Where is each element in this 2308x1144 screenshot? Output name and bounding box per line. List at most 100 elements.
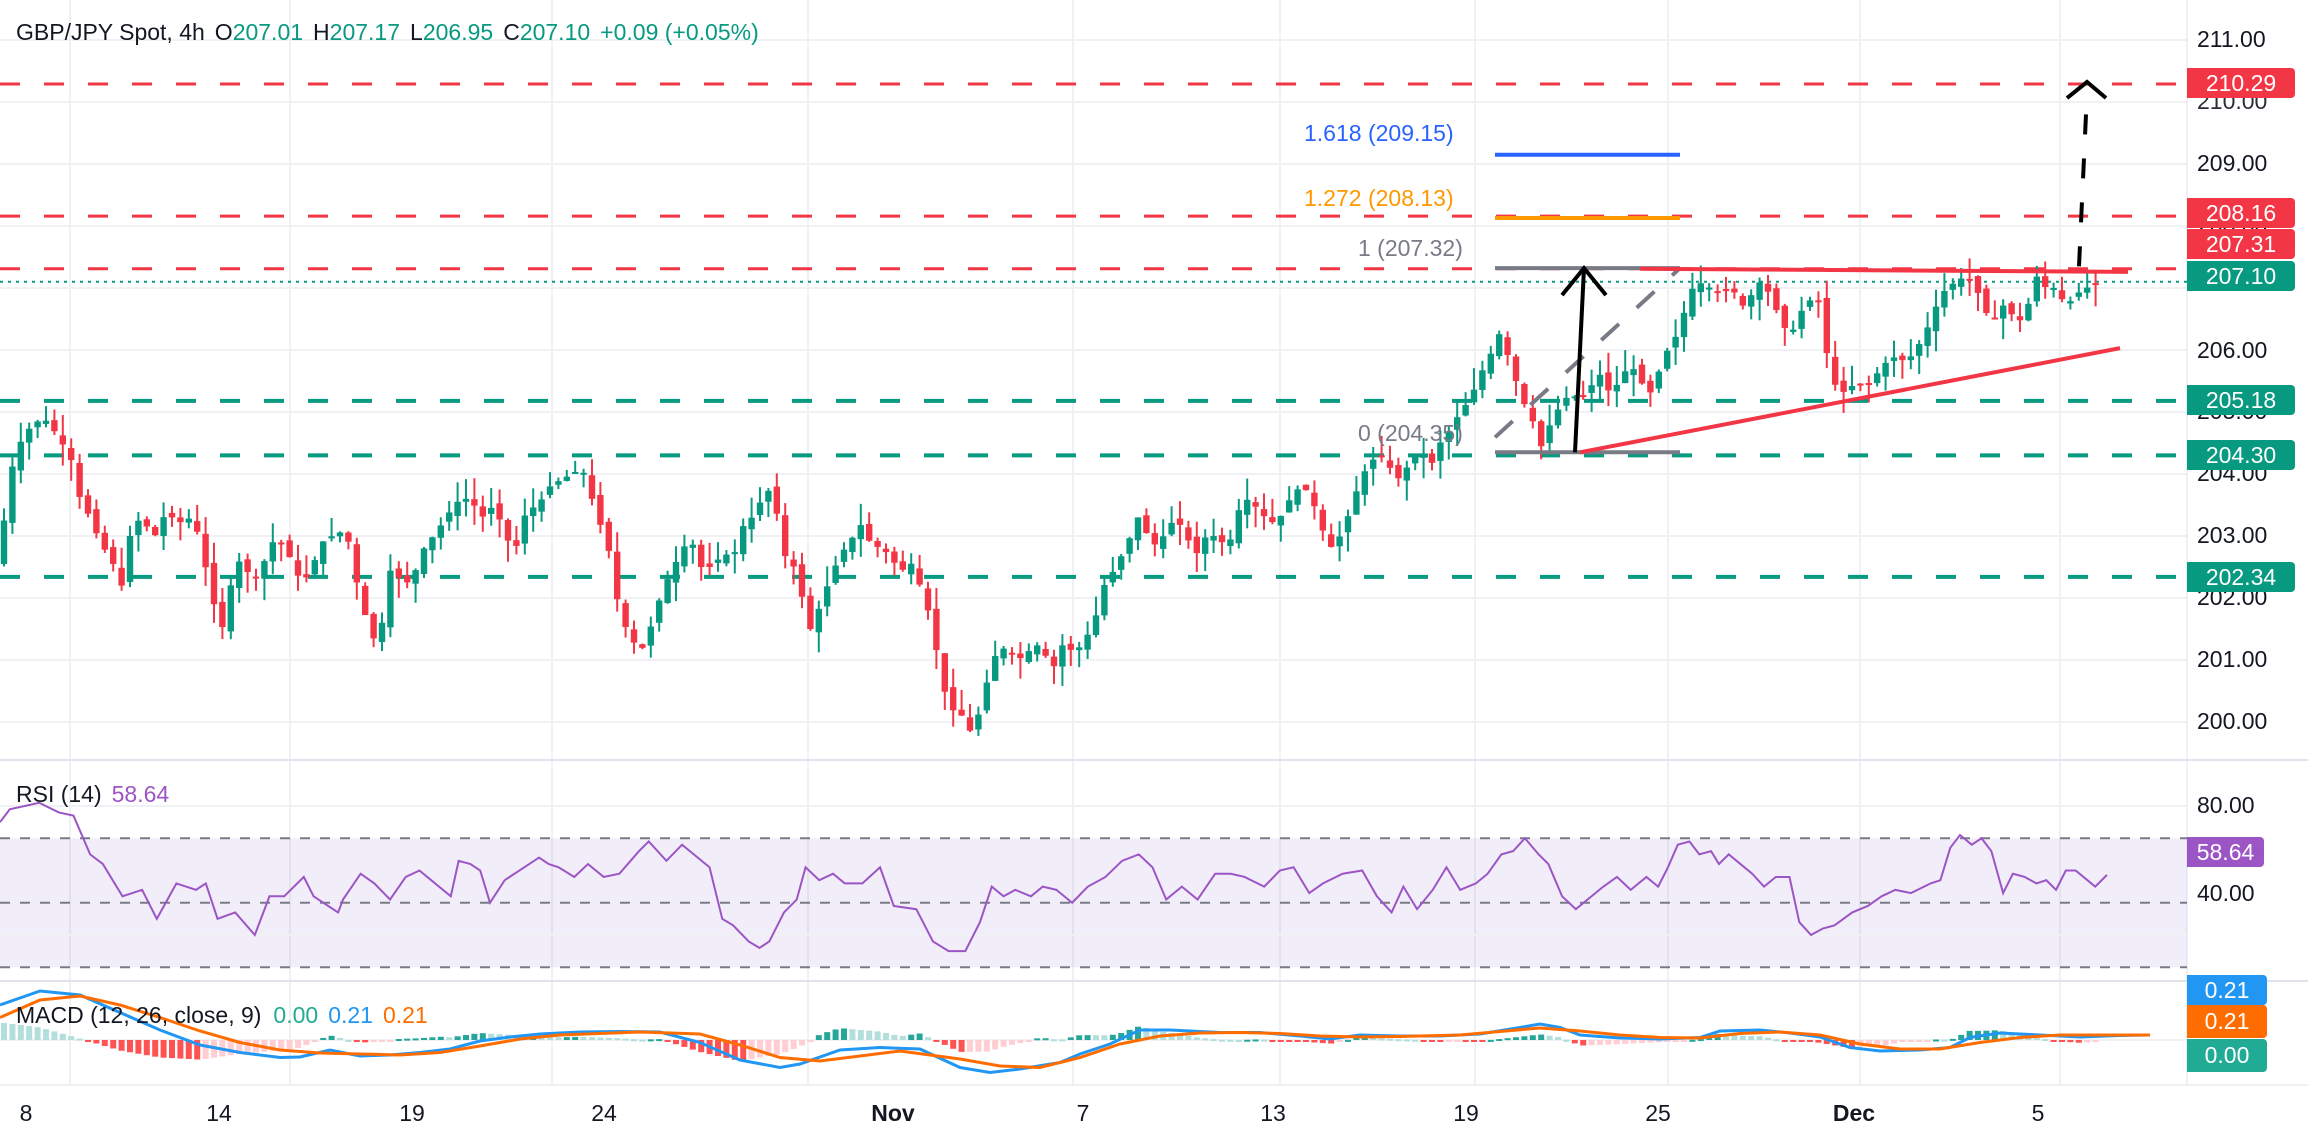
candle-body[interactable] (1025, 651, 1032, 662)
candle-body[interactable] (286, 540, 293, 558)
candle-body[interactable] (975, 714, 982, 730)
candle-body[interactable] (202, 533, 209, 568)
candle-body[interactable] (958, 709, 965, 716)
candle-body[interactable] (261, 561, 268, 579)
candle-body[interactable] (1386, 460, 1394, 468)
candle-body[interactable] (1151, 533, 1158, 545)
candle-body[interactable] (488, 507, 495, 514)
candle-body[interactable] (185, 518, 192, 523)
macd-hist-tag[interactable]: 0.00 (2187, 1039, 2267, 1072)
candle-body[interactable] (1647, 380, 1654, 393)
candle-body[interactable] (1067, 643, 1074, 650)
candle-body[interactable] (1756, 282, 1763, 300)
candle-body[interactable] (2008, 303, 2015, 315)
candle-body[interactable] (1596, 374, 1604, 387)
candle-body[interactable] (698, 544, 705, 567)
candle-body[interactable] (740, 526, 747, 555)
candle-body[interactable] (2016, 316, 2024, 321)
candle-body[interactable] (1521, 384, 1528, 405)
candle-body[interactable] (42, 420, 50, 424)
fib-trend-dashed[interactable] (1493, 266, 1682, 439)
candle-body[interactable] (1244, 499, 1251, 515)
fib-1-label[interactable]: 1 (207.32) (1358, 235, 1463, 261)
candle-body[interactable] (1059, 645, 1066, 667)
candle-body[interactable] (882, 548, 890, 553)
candle-body[interactable] (672, 562, 680, 583)
candle-body[interactable] (849, 537, 856, 553)
candle-body[interactable] (1260, 509, 1268, 517)
candle-body[interactable] (681, 546, 688, 567)
candle-body[interactable] (1302, 484, 1310, 491)
candle-body[interactable] (1101, 584, 1108, 616)
candle-body[interactable] (1269, 517, 1276, 523)
candle-body[interactable] (530, 507, 537, 517)
candle-body[interactable] (168, 512, 176, 518)
candle-body[interactable] (1890, 357, 1898, 361)
candle-body[interactable] (1832, 356, 1839, 385)
support-tag-202-34[interactable]: 202.34 (2187, 562, 2295, 592)
candle-body[interactable] (1974, 276, 1982, 293)
macd-line-tag[interactable]: 0.21 (2187, 975, 2267, 1005)
candle-body[interactable] (1580, 395, 1587, 398)
candle-body[interactable] (866, 524, 873, 541)
candle-body[interactable] (446, 512, 453, 522)
candle-body[interactable] (1588, 385, 1595, 393)
candle-body[interactable] (1848, 385, 1856, 391)
candle-body[interactable] (1840, 380, 1847, 392)
ascending-trendline[interactable] (1579, 346, 2121, 455)
candle-body[interactable] (462, 498, 470, 502)
candle-body[interactable] (1672, 336, 1679, 348)
candle-body[interactable] (194, 521, 201, 532)
candle-body[interactable] (572, 472, 579, 475)
candle-body[interactable] (597, 495, 604, 525)
candle-body[interactable] (1134, 517, 1142, 541)
candle-body[interactable] (2084, 287, 2091, 293)
candle-body[interactable] (563, 476, 570, 481)
candle-body[interactable] (1428, 453, 1436, 463)
candle-body[interactable] (1118, 556, 1125, 570)
candle-body[interactable] (1143, 515, 1150, 534)
candle-body[interactable] (1983, 288, 1990, 314)
resistance-trendline[interactable] (1639, 266, 2129, 274)
candle-body[interactable] (798, 564, 806, 597)
candle-body[interactable] (244, 559, 251, 572)
candle-body[interactable] (1470, 389, 1478, 403)
macd-signal-line[interactable] (0, 994, 2150, 1070)
candle-body[interactable] (1857, 383, 1864, 386)
candle-body[interactable] (1538, 421, 1545, 447)
candle-body[interactable] (17, 441, 24, 471)
candle-body[interactable] (1882, 362, 1889, 377)
candle-body[interactable] (2042, 276, 2049, 288)
candle-body[interactable] (1176, 518, 1184, 525)
candle-body[interactable] (1731, 288, 1738, 293)
candle-body[interactable] (1605, 372, 1612, 391)
candle-body[interactable] (1462, 405, 1469, 416)
candle-body[interactable] (9, 466, 16, 523)
candle-body[interactable] (1294, 489, 1301, 505)
candle-body[interactable] (51, 420, 58, 432)
candle-body[interactable] (345, 532, 352, 542)
candle-body[interactable] (1193, 536, 1200, 554)
candle-body[interactable] (748, 517, 755, 530)
candle-body[interactable] (1546, 425, 1553, 444)
candle-body[interactable] (664, 579, 671, 604)
candle-body[interactable] (1437, 442, 1444, 461)
candle-body[interactable] (278, 542, 285, 545)
last-price-tag[interactable]: 207.10 (2187, 261, 2295, 291)
candle-body[interactable] (236, 561, 243, 589)
candle-body[interactable] (26, 428, 33, 443)
candle-body[interactable] (395, 568, 402, 578)
candle-body[interactable] (756, 502, 764, 516)
candle-body[interactable] (1084, 634, 1091, 650)
candle-body[interactable] (1000, 648, 1007, 659)
fib-1272-label[interactable]: 1.272 (208.13) (1304, 185, 1454, 211)
candle-body[interactable] (1554, 409, 1562, 426)
candle-body[interactable] (2092, 283, 2099, 286)
candle-body[interactable] (857, 525, 864, 540)
candle-body[interactable] (916, 568, 923, 585)
candle-body[interactable] (143, 519, 150, 527)
candle-body[interactable] (1958, 278, 1965, 287)
candle-body[interactable] (294, 560, 302, 576)
candle-body[interactable] (1739, 295, 1746, 306)
